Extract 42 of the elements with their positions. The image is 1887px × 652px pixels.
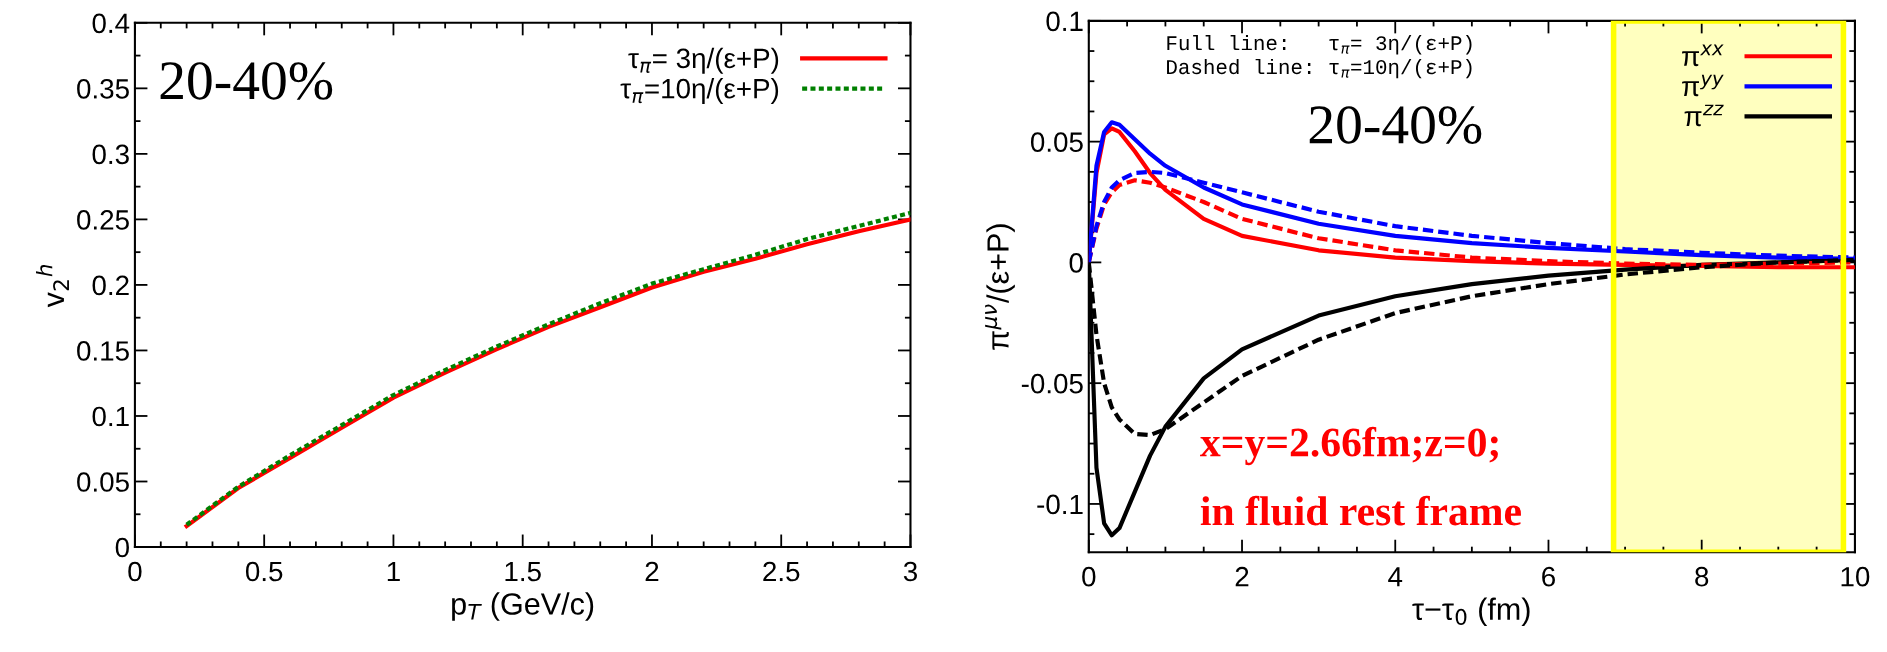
y-tick-label: 0.4 (92, 13, 130, 34)
x-tick-label: 6 (1542, 566, 1555, 587)
y-tick-label: 0 (1069, 253, 1083, 273)
x-tick-label: 1.5 (505, 561, 541, 582)
y-tick-label: 0.2 (92, 275, 129, 296)
y-axis-title: π$^{μν}$/(ε+P) (985, 224, 1015, 350)
annotation: Full line: τ$_{π}$= 3η/(ε+P) (1167, 34, 1472, 55)
annotation: x=y=2.66fm;z=0; (1200, 426, 1498, 466)
y-tick-label: 0.05 (1030, 132, 1083, 152)
x-axis-title: τ−τ$_{0}$ (fm) (1412, 597, 1530, 627)
y-tick-label: 0 (115, 537, 129, 558)
x-tick-label: 3 (903, 561, 917, 582)
x-tick-label: 0 (128, 561, 142, 582)
y-tick-label: 0.15 (77, 341, 129, 361)
x-tick-label: 2 (645, 561, 659, 582)
x-tick-label: 2.5 (763, 561, 800, 582)
y-tick-label: 0.35 (77, 79, 129, 99)
x-tick-label: 4 (1388, 567, 1403, 587)
y-tick-label: -0.1 (1037, 494, 1083, 515)
annotation: Dashed line: τ$_{π}$=10η/(ε+P) (1167, 58, 1472, 79)
y-tick-label: 0.05 (77, 472, 129, 492)
legend-label: π$^{yy}$ (1682, 74, 1724, 97)
x-tick-label: 2 (1235, 566, 1249, 587)
legend-label: τ$_{π}$= 3η/(ε+P) (628, 47, 779, 74)
x-tick-label: 0 (1082, 566, 1096, 587)
annotation: 20-40% (160, 62, 333, 100)
y-tick-label: 0.1 (92, 406, 129, 427)
annotation: 20-40% (1309, 106, 1482, 144)
legend-label: π$^{zz}$ (1684, 104, 1724, 127)
x-tick-label: 10 (1841, 566, 1870, 587)
x-tick-label: 8 (1695, 566, 1709, 587)
y-tick-label: 0.25 (77, 210, 129, 230)
x-axis-title: p$_{T}$ (GeV/c) (452, 592, 594, 621)
x-tick-label: 0.5 (245, 561, 283, 582)
y-tick-label: 0.3 (92, 144, 129, 165)
y-tick-label: 0.1 (1046, 11, 1083, 32)
annotation: in fluid rest frame (1200, 495, 1521, 526)
y-tick-label: -0.05 (1021, 373, 1083, 394)
x-tick-label: 1 (387, 561, 400, 582)
legend-label: τ$_{π}$=10η/(ε+P) (620, 78, 779, 104)
legend-label: π$^{xx}$ (1682, 44, 1724, 67)
y-axis-title: v$_{2}$$^{h}$ (35, 264, 69, 308)
